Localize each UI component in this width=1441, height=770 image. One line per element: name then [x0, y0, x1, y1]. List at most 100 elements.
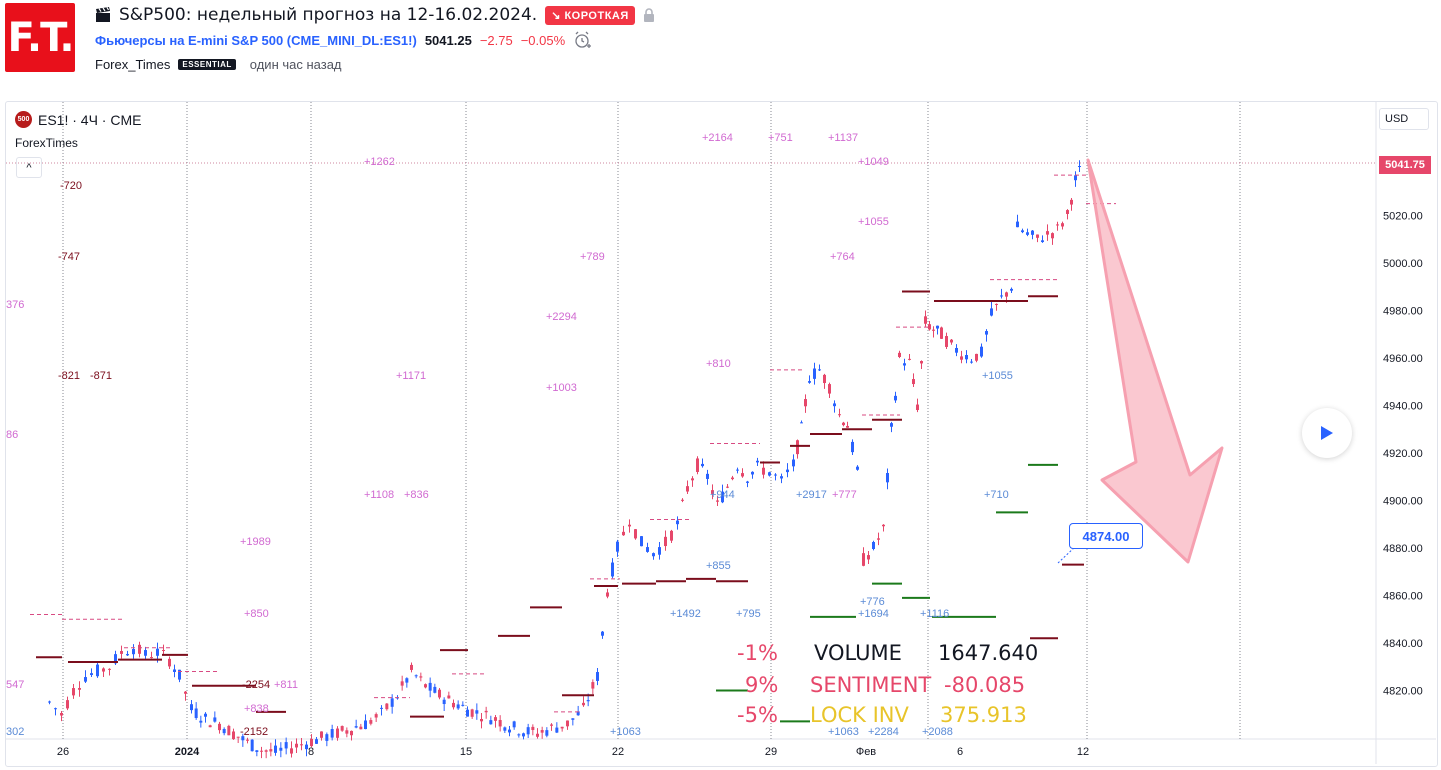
sentiment-label: SENTIMENT — [810, 673, 932, 697]
candle-body — [886, 472, 889, 483]
candle-body — [731, 477, 734, 480]
candle-body — [842, 422, 845, 426]
candle-body — [1051, 233, 1054, 239]
x-tick-label: 29 — [765, 746, 777, 758]
candle-body — [414, 675, 418, 677]
candle-body — [955, 347, 958, 353]
candle-body — [920, 361, 923, 364]
candle-body — [269, 749, 273, 752]
candle-body — [664, 536, 667, 547]
candle-body — [475, 710, 479, 714]
candle-body — [756, 460, 759, 463]
candle-body — [236, 736, 240, 738]
candle-body — [867, 555, 870, 560]
candle-body — [908, 358, 911, 360]
alarm-clock-icon[interactable] — [573, 31, 593, 49]
candle-body — [601, 631, 604, 636]
candle-body — [1070, 199, 1073, 205]
candle-body — [792, 459, 795, 467]
collapse-legend-button[interactable]: ^ — [16, 157, 42, 178]
candle-body — [856, 466, 859, 470]
candle-body — [726, 486, 729, 488]
candle-body — [1066, 210, 1069, 214]
volume-annotation: +2294 — [546, 311, 577, 323]
candle-body — [452, 702, 455, 708]
candle-body — [780, 476, 783, 479]
candle-body — [126, 654, 129, 656]
candle-body — [746, 481, 749, 483]
candle-body — [204, 713, 207, 717]
play-replay-button[interactable] — [1302, 408, 1352, 458]
candle-body — [1016, 221, 1019, 228]
candle-body — [279, 747, 283, 751]
candle-body — [190, 704, 193, 711]
short-badge: ↘ КОРОТКАЯ — [545, 5, 635, 25]
candle-body — [676, 520, 679, 525]
volume-annotation: +1262 — [364, 156, 395, 168]
candle-body — [833, 403, 836, 407]
candle-body — [701, 463, 704, 467]
chart-frame[interactable] — [5, 101, 1438, 767]
lock-inv-pct: -5% — [737, 703, 778, 727]
candle-body — [96, 664, 99, 677]
volume-annotation: -2152 — [240, 726, 268, 738]
author-row: Forex_Times ESSENTIAL один час назад — [95, 55, 342, 73]
candle-body — [380, 707, 383, 709]
candle-body — [330, 729, 334, 738]
x-tick-label: 2024 — [175, 746, 200, 758]
symbol-price: 5041.25 — [424, 32, 472, 48]
y-tick-label: 4860.00 — [1383, 591, 1423, 603]
candle-body — [512, 721, 516, 728]
candle-body — [898, 352, 901, 358]
currency-selector[interactable]: USD — [1379, 108, 1429, 130]
volume-annotation: +836 — [404, 489, 429, 501]
candle-body — [274, 745, 277, 753]
indicator-name[interactable]: ForexTimes — [15, 136, 78, 150]
candle-body — [466, 709, 469, 717]
volume-annotation: +1055 — [982, 370, 1013, 382]
y-tick-label: 4900.00 — [1383, 496, 1423, 508]
candle-body — [706, 473, 709, 479]
candle-body — [1056, 224, 1059, 226]
volume-annotation: +1171 — [396, 370, 426, 382]
candle-body — [470, 709, 474, 717]
candle-body — [194, 708, 198, 719]
candle-body — [66, 700, 69, 709]
volume-annotation: +838 — [244, 703, 269, 715]
candle-body — [965, 355, 968, 360]
chart-symbol-legend[interactable]: 500 ES1! · 4Ч · CME — [15, 111, 141, 128]
candle-body — [808, 381, 811, 383]
y-tick-label: 4960.00 — [1383, 353, 1423, 365]
candle-body — [800, 422, 803, 424]
volume-annotation: +811 — [274, 679, 298, 691]
candle-body — [985, 331, 988, 335]
candle-body — [877, 538, 880, 540]
candle-body — [960, 356, 963, 360]
symbol-link[interactable]: Фьючерсы на E-mini S&P 500 (CME_MINI_DL:… — [95, 32, 417, 48]
volume-annotation: 302 — [6, 726, 24, 738]
candle-body — [813, 368, 816, 379]
candle-body — [1036, 234, 1039, 238]
candle-body — [1005, 292, 1008, 297]
author-name[interactable]: Forex_Times — [95, 56, 171, 72]
y-tick-label: 4920.00 — [1383, 448, 1423, 460]
candle-body — [634, 529, 637, 539]
lock-inv-value: 375.913 — [940, 703, 1027, 727]
lock-inv-label: LOCK INV — [810, 703, 909, 727]
candle-body — [596, 672, 599, 681]
candle-body — [591, 682, 595, 689]
candle-body — [882, 524, 885, 527]
candle-body — [290, 748, 293, 754]
volume-annotation: +810 — [706, 358, 731, 370]
candle-body — [768, 472, 771, 476]
candle-body — [438, 689, 441, 698]
candle-body — [390, 698, 394, 707]
candle-body — [138, 644, 141, 654]
candle-body — [670, 530, 673, 541]
forextimes-logo[interactable]: F.T. — [5, 3, 75, 72]
volume-annotation: +1137 — [828, 132, 858, 144]
candle-body — [114, 654, 117, 664]
x-tick-label: 15 — [460, 746, 472, 758]
candle-body — [550, 724, 553, 726]
